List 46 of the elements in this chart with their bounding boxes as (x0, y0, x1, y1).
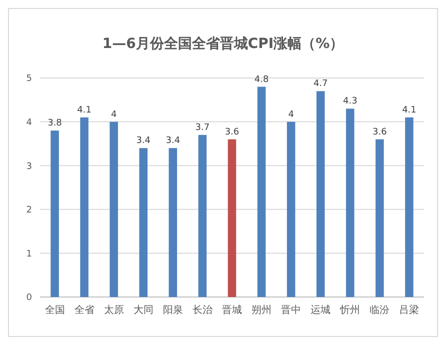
data-label: 3.6 (224, 127, 240, 138)
x-tick-label: 阳泉 (162, 304, 183, 316)
x-tick-label: 运城 (310, 304, 331, 316)
data-label: 4.1 (77, 105, 92, 116)
bar (405, 117, 414, 297)
data-label: 4.3 (342, 96, 358, 107)
data-label: 3.4 (136, 136, 151, 146)
x-tick-label: 长治 (192, 304, 212, 316)
y-tick-label: 5 (26, 74, 32, 84)
y-tick-label: 0 (26, 293, 32, 304)
bar (376, 139, 384, 297)
data-label: 4 (288, 110, 294, 120)
data-label: 4 (110, 110, 117, 120)
x-tick-label: 晋中 (281, 304, 302, 316)
x-tick-label: 全国 (44, 304, 65, 316)
x-tick-label: 大同 (133, 304, 154, 316)
data-label: 4.8 (254, 74, 269, 85)
bar (50, 130, 59, 297)
bar (228, 139, 236, 297)
x-tick-label: 晋城 (222, 304, 242, 316)
y-tick-label: 3 (26, 162, 32, 172)
data-label: 3.8 (48, 118, 62, 129)
bar (286, 122, 296, 297)
x-tick-label: 朔州 (252, 304, 272, 316)
y-tick-label: 4 (26, 118, 32, 128)
x-tick-label: 忻州 (339, 304, 360, 316)
data-label: 4.1 (402, 105, 416, 116)
data-label: 3.7 (195, 122, 210, 133)
x-tick-label: 吕梁 (399, 304, 420, 316)
data-label: 4.7 (313, 79, 328, 90)
bar (316, 91, 325, 297)
data-label: 3.6 (372, 127, 388, 138)
x-tick-label: 太原 (104, 304, 124, 316)
bar (198, 134, 207, 297)
y-tick-label: 1 (26, 249, 32, 260)
data-label: 3.4 (166, 136, 180, 146)
bar (80, 117, 88, 297)
x-tick-label: 全省 (74, 304, 94, 316)
bar (168, 148, 178, 297)
x-tick-label: 临汾 (370, 304, 390, 316)
bar (257, 86, 266, 297)
chart-title: 1—6月份全国全省晋城CPI涨幅（%） (102, 36, 344, 52)
y-tick-label: 2 (26, 206, 32, 216)
bar (110, 122, 118, 297)
bar (139, 148, 148, 297)
bar (346, 108, 354, 297)
